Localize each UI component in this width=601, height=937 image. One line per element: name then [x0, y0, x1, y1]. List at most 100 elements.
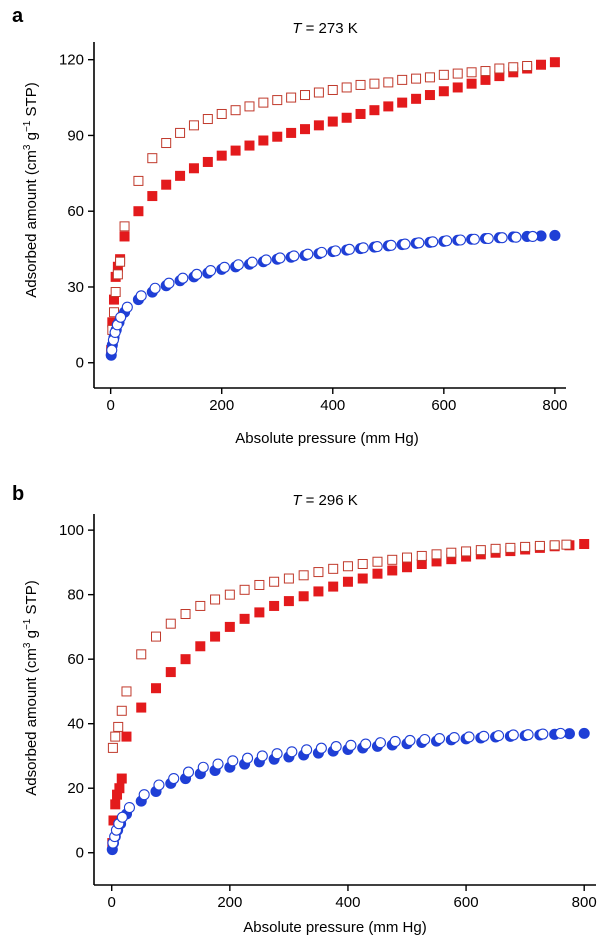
- panel-a-circle-marker: [371, 241, 383, 253]
- panel-b-circle-marker: [374, 737, 386, 749]
- panel-a-square-marker: [313, 120, 324, 131]
- panel-a-square-marker: [286, 92, 297, 103]
- panel-a-circle-marker: [549, 229, 561, 242]
- panel-b-square-marker: [402, 562, 413, 573]
- panel-b-y-tick-label: 100: [59, 522, 84, 539]
- panel-a-circle-marker: [482, 232, 494, 245]
- panel-b-square-marker: [357, 573, 368, 584]
- panel-b-square-marker: [490, 543, 501, 554]
- panel-a-y-tick-label: 60: [67, 203, 84, 220]
- panel-b-square-marker: [136, 702, 147, 713]
- panel-b-y-axis-label: Adsorbed amount (cm3 g−1 STP): [22, 580, 40, 795]
- panel-b-letter: b: [12, 483, 24, 505]
- panel-a-square-marker: [202, 156, 213, 167]
- panel-b-circle-marker: [433, 732, 446, 745]
- panel-b-square-marker: [372, 556, 383, 567]
- panel-b-square-marker: [180, 654, 191, 665]
- panel-a-square-marker: [119, 221, 130, 232]
- panel-a-square-marker: [175, 127, 186, 138]
- panel-b-square-marker: [121, 686, 132, 697]
- panel-a-circle-marker: [163, 277, 175, 289]
- panel-a-square-marker: [161, 179, 172, 190]
- panel-a-circle-marker: [115, 311, 127, 323]
- panel-a-square-marker: [438, 69, 449, 80]
- panel-a-circle-marker: [288, 250, 300, 262]
- panel-b-square-marker: [224, 589, 235, 600]
- panel-a-square-marker: [480, 66, 491, 77]
- panel-b-square-marker: [239, 584, 250, 595]
- panel-b-circle-marker: [389, 735, 401, 747]
- panel-b-circle-marker: [404, 734, 416, 747]
- panel-b-square-marker: [224, 621, 235, 632]
- panel-a-square-marker: [424, 90, 435, 101]
- panel-a-title: T = 273 K: [292, 20, 357, 37]
- panel-b-circle-marker: [168, 772, 180, 785]
- panel-b-x-tick-label: 400: [335, 894, 360, 911]
- panel-b-circle-marker: [116, 811, 128, 823]
- panel-a-square-marker: [258, 97, 269, 108]
- panel-a-square-marker: [272, 131, 283, 142]
- panel-a-square-marker: [466, 67, 477, 78]
- panel-b-square-marker: [113, 721, 124, 732]
- panel-b-square-marker: [313, 567, 324, 578]
- panel-b-square-marker: [136, 649, 147, 660]
- panel-a-square-marker: [258, 135, 269, 146]
- panel-b-circle-marker: [227, 755, 239, 767]
- panel-b-square-marker: [195, 600, 206, 611]
- panel-a-circle-marker: [510, 231, 522, 243]
- panel-b-square-marker: [313, 586, 324, 597]
- panel-b-y-tick-label: 0: [76, 845, 84, 862]
- panel-b-square-marker: [298, 591, 309, 602]
- panel-a-square-marker: [397, 97, 408, 108]
- panel-a-circle-marker: [441, 235, 453, 247]
- panel-b: b T = 296 K Adsorbed amount (cm3 g−1 STP…: [12, 483, 597, 936]
- panel-a-circle-marker: [205, 265, 217, 277]
- panel-a-circle-marker: [121, 301, 133, 313]
- panel-a-circle-marker: [357, 242, 369, 254]
- panel-b-square-marker: [534, 540, 545, 551]
- panel-a-square-marker: [369, 78, 380, 89]
- panel-a-series-1: [106, 60, 533, 358]
- panel-b-square-marker: [505, 542, 516, 553]
- panel-a-square-marker: [438, 86, 449, 97]
- panel-b-series-3: [107, 727, 567, 849]
- panel-a-square-marker: [188, 120, 199, 131]
- panel-b-square-marker: [239, 613, 250, 624]
- panel-b-square-marker: [549, 540, 560, 551]
- panel-a-square-marker: [300, 90, 311, 101]
- panel-b-square-marker: [210, 594, 221, 605]
- panel-b-circle-marker: [271, 748, 283, 760]
- panel-b-square-marker: [328, 581, 339, 592]
- panel-b-circle-marker: [478, 730, 490, 742]
- panel-b-square-marker: [387, 554, 398, 565]
- panel-b-square-marker: [195, 641, 206, 652]
- panel-b-plot-area: 0 20 40 60 80 100 0 200 400 600 800: [59, 514, 597, 911]
- panel-b-square-marker: [151, 631, 162, 642]
- panel-a-square-marker: [355, 108, 366, 119]
- panel-a-square-marker: [313, 87, 324, 98]
- panel-a-x-tick-label: 800: [542, 397, 567, 414]
- panel-b-square-marker: [269, 576, 280, 587]
- panel-b-circle-marker: [537, 728, 549, 740]
- panel-a-circle-marker: [399, 238, 411, 250]
- panel-a-square-marker: [244, 101, 255, 112]
- panel-a-square-marker: [508, 62, 519, 73]
- panel-a-square-marker: [202, 114, 213, 125]
- panel-a-circle-marker: [527, 230, 539, 243]
- panel-a-square-marker: [112, 269, 123, 280]
- panel-a-square-marker: [300, 124, 311, 135]
- panel-b-circle-marker: [197, 761, 209, 773]
- panel-b-square-marker: [107, 742, 118, 753]
- panel-a-plot-area: 0 30 60 90 120 0 200 400 600 800: [59, 42, 567, 414]
- panel-a-circle-marker: [468, 233, 480, 245]
- panel-a-square-marker: [244, 140, 255, 151]
- panel-b-x-tick-label: 200: [217, 894, 242, 911]
- panel-b-square-marker: [151, 683, 162, 694]
- panel-b-x-tick-label: 0: [108, 894, 116, 911]
- panel-a-y-tick-label: 0: [76, 355, 84, 372]
- panel-b-y-tick-label: 60: [67, 651, 84, 668]
- panel-b-circle-marker: [419, 733, 431, 746]
- panel-a-square-marker: [188, 163, 199, 174]
- panel-b-square-marker: [116, 773, 127, 784]
- panel-b-square-marker: [180, 609, 191, 620]
